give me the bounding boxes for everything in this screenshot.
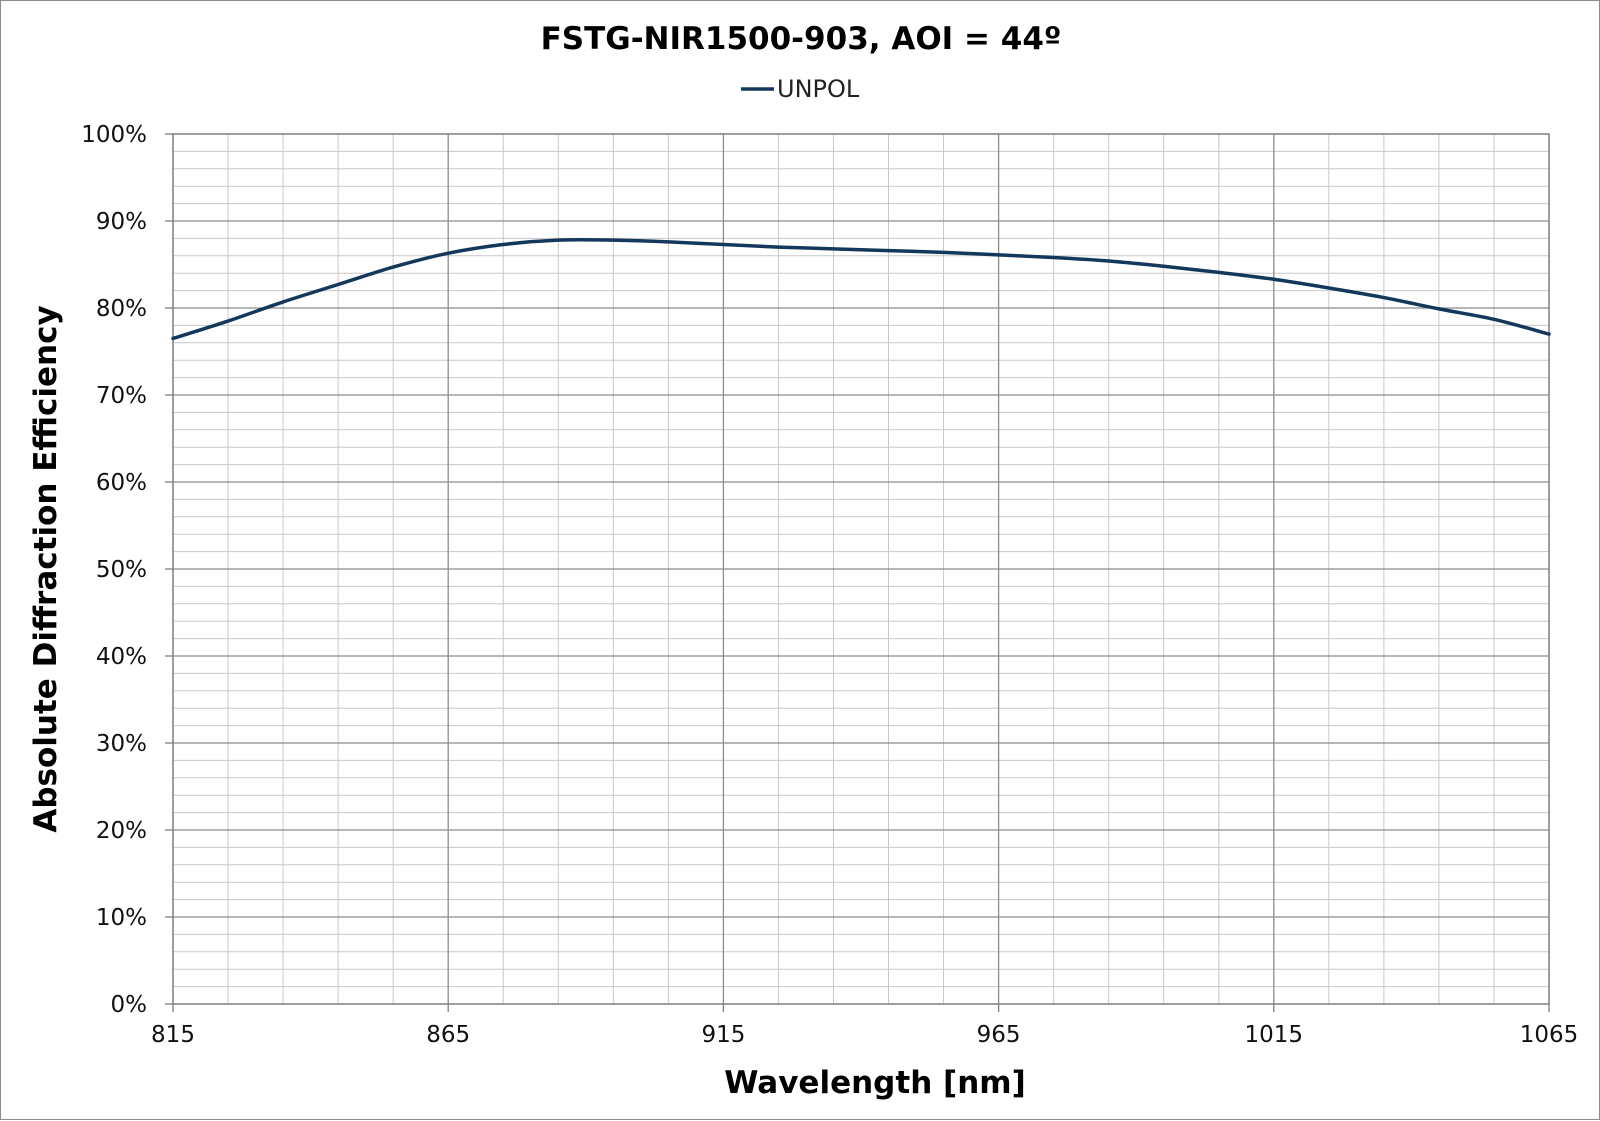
series-layer [173,240,1549,339]
y-tick-label: 60% [96,470,147,496]
major-gridlines [173,134,1549,1004]
x-axis-ticks: 815 865 915 965 1015 1065 [151,1004,1578,1048]
y-tick-label: 70% [96,383,147,409]
y-tick-label: 90% [96,209,147,235]
y-tick-label: 80% [96,296,147,322]
x-axis-title: Wavelength [nm] [724,1065,1026,1101]
x-tick-label: 865 [426,1022,470,1048]
y-tick-label: 50% [96,557,147,583]
y-tick-label: 40% [96,644,147,670]
chart-title: FSTG-NIR1500-903, AOI = 44º [541,21,1062,57]
y-tick-label: 0% [111,992,148,1018]
x-tick-label: 915 [701,1022,745,1048]
x-tick-label: 1015 [1245,1022,1304,1048]
series-line-unpol [173,240,1549,339]
legend-label-unpol: UNPOL [777,75,860,103]
x-tick-label: 965 [977,1022,1021,1048]
legend: UNPOL [741,75,860,103]
x-tick-label: 1065 [1520,1022,1579,1048]
y-axis-title: Absolute Diffraction Efficiency [28,305,64,832]
y-axis-ticks: 0% 10% 20% 30% 40% 50% 60% 70% 80% 90% 100% [81,122,173,1018]
y-tick-label: 20% [96,818,147,844]
y-tick-label: 100% [81,122,147,148]
y-tick-label: 30% [96,731,147,757]
x-tick-label: 815 [151,1022,195,1048]
y-tick-label: 10% [96,905,147,931]
